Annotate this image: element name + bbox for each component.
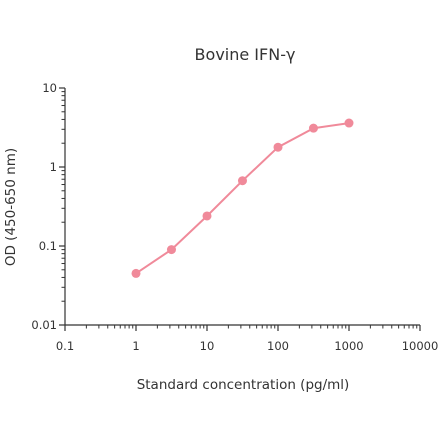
y-tick-label: 1 (50, 160, 57, 174)
y-axis-label: OD (450-650 nm) (3, 148, 19, 266)
x-tick-label: 100 (267, 339, 289, 353)
chart-title: Bovine IFN-γ (195, 45, 296, 64)
y-tick-label: 0.1 (39, 239, 57, 253)
x-tick-label: 1 (132, 339, 139, 353)
data-point (273, 142, 283, 152)
data-point (131, 268, 141, 278)
data-point (308, 123, 318, 133)
series-group (131, 118, 354, 278)
data-point (237, 176, 247, 186)
x-tick-label: 1000 (334, 339, 363, 353)
y-tick-label: 0.01 (31, 318, 57, 332)
data-point (344, 118, 354, 128)
y-tick-label: 10 (42, 81, 57, 95)
x-tick-label: 10 (200, 339, 215, 353)
data-point (166, 245, 176, 255)
data-point (202, 211, 212, 221)
x-tick-label: 0.1 (56, 339, 74, 353)
x-tick-label: 10000 (402, 339, 439, 353)
x-axis-label: Standard concentration (pg/ml) (137, 377, 350, 393)
axes: 0.1 1 10 100 1000 10000 0.01 0.1 1 10 (31, 81, 438, 353)
